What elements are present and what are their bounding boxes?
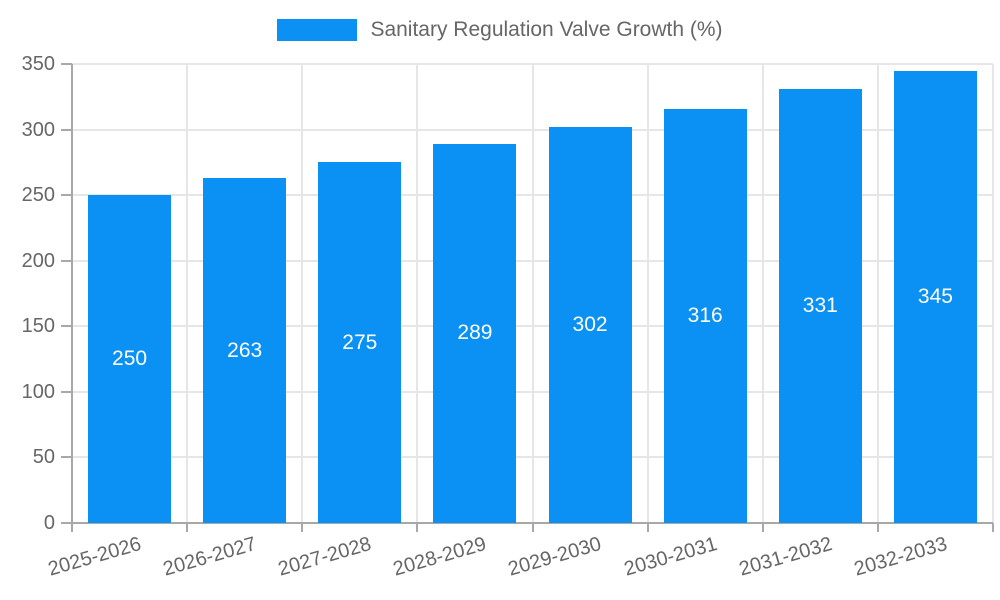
x-tick-label: 2031-2032 xyxy=(736,533,835,581)
y-tick-label: 100 xyxy=(21,380,55,403)
y-tick-label: 200 xyxy=(21,249,55,272)
x-tick-mark xyxy=(531,523,534,532)
x-tick-mark xyxy=(301,523,304,532)
x-tick-mark xyxy=(876,523,879,532)
v-gridline xyxy=(992,64,994,523)
x-tick-mark xyxy=(646,523,649,532)
y-tick-label: 150 xyxy=(21,315,55,338)
bar[interactable]: 263 xyxy=(203,178,287,523)
v-gridline xyxy=(876,64,879,523)
x-tick-label: 2030-2031 xyxy=(621,533,720,581)
bar-value-label: 263 xyxy=(227,338,263,362)
legend-swatch xyxy=(277,19,358,41)
y-tick-label: 0 xyxy=(43,512,55,534)
bar[interactable]: 302 xyxy=(548,126,632,523)
bar[interactable]: 250 xyxy=(88,195,172,523)
bar[interactable]: 289 xyxy=(433,143,517,523)
y-tick-mark xyxy=(61,456,72,459)
bar-value-label: 250 xyxy=(112,347,148,371)
y-tick-label: 250 xyxy=(21,184,55,207)
y-tick-mark xyxy=(61,390,72,393)
x-tick-mark xyxy=(761,523,764,532)
x-tick-label: 2026-2027 xyxy=(160,533,259,581)
y-tick-label: 300 xyxy=(21,118,55,141)
v-gridline xyxy=(761,64,764,523)
bar-value-label: 316 xyxy=(687,303,723,327)
x-tick-label: 2025-2026 xyxy=(45,533,144,581)
y-tick-label: 50 xyxy=(32,446,55,469)
bar-value-label: 345 xyxy=(917,284,953,308)
x-tick-mark xyxy=(992,523,994,532)
x-tick-mark xyxy=(71,523,73,532)
bar-value-label: 302 xyxy=(572,312,608,336)
legend[interactable]: Sanitary Regulation Valve Growth (%) xyxy=(0,18,1000,42)
bar[interactable]: 316 xyxy=(663,108,747,523)
y-tick-mark xyxy=(61,194,72,197)
bar-value-label: 289 xyxy=(457,321,493,345)
y-tick-mark xyxy=(61,325,72,328)
bar-value-label: 331 xyxy=(802,293,838,317)
v-gridline xyxy=(186,64,189,523)
bar-value-label: 275 xyxy=(342,330,378,354)
x-tick-label: 2029-2030 xyxy=(506,533,605,581)
bar[interactable]: 345 xyxy=(893,70,977,523)
v-gridline xyxy=(301,64,304,523)
y-tick-label: 350 xyxy=(21,53,55,75)
x-tick-label: 2032-2033 xyxy=(851,533,950,581)
y-tick-mark xyxy=(61,128,72,131)
y-axis-line xyxy=(71,64,73,525)
x-tick-mark xyxy=(186,523,189,532)
bar[interactable]: 275 xyxy=(318,162,402,523)
legend-label: Sanitary Regulation Valve Growth (%) xyxy=(370,18,723,41)
y-tick-mark xyxy=(61,259,72,262)
y-tick-mark xyxy=(61,63,72,65)
v-gridline xyxy=(531,64,534,523)
bar[interactable]: 331 xyxy=(778,88,862,523)
y-tick-mark xyxy=(61,522,72,524)
x-tick-label: 2028-2029 xyxy=(390,533,490,581)
v-gridline xyxy=(416,64,419,523)
x-tick-mark xyxy=(416,523,419,532)
v-gridline xyxy=(646,64,649,523)
x-axis-line xyxy=(72,522,993,524)
x-tick-label: 2027-2028 xyxy=(275,533,374,581)
